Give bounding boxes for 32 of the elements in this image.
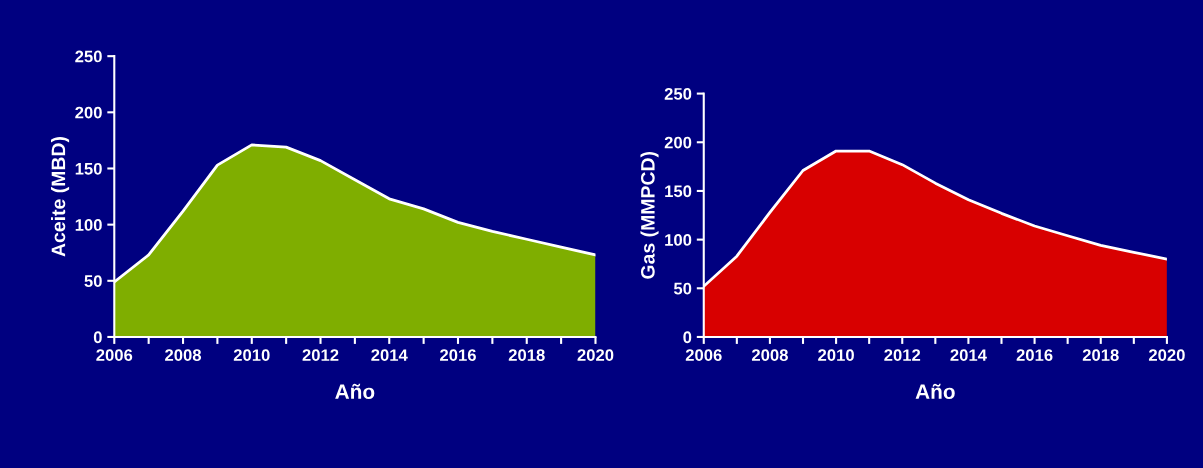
x-tick-label: 2012 (884, 349, 921, 362)
y-tick-label: 0 (93, 331, 102, 344)
y-tick-label: 200 (75, 106, 102, 119)
x-tick-label: 2014 (950, 349, 987, 362)
x-tick-label: 2008 (751, 349, 788, 362)
x-tick-label: 2006 (685, 349, 722, 362)
y-tick-label: 250 (664, 88, 692, 100)
x-tick-label: 2012 (302, 349, 339, 362)
x-tick-label: 2020 (1148, 349, 1185, 362)
y-tick-label: 50 (673, 282, 692, 295)
y-tick-label: 200 (664, 136, 692, 149)
y-axis-title: Gas (MMPCD) (640, 151, 659, 279)
y-tick-label: 100 (75, 219, 102, 231)
x-tick-label: 2016 (1016, 349, 1053, 362)
y-tick-label: 0 (683, 331, 692, 344)
x-axis-title: Año (915, 383, 955, 400)
y-tick-label: 50 (84, 275, 102, 287)
x-tick-label: 2020 (577, 349, 614, 362)
y-tick-label: 100 (665, 234, 692, 246)
x-tick-label: 2018 (1082, 349, 1119, 362)
x-tick-label: 2008 (165, 349, 202, 362)
x-tick-label: 2010 (818, 349, 854, 362)
x-axis-title: Año (335, 383, 375, 400)
y-tick-label: 250 (75, 50, 102, 63)
x-tick-label: 2016 (440, 349, 476, 362)
x-tick-label: 2014 (371, 349, 408, 362)
x-tick-label: 2018 (508, 349, 545, 362)
y-axis-title: Aceite (MBD) (50, 137, 70, 257)
y-tick-label: 150 (75, 162, 102, 175)
x-tick-label: 2006 (96, 349, 133, 362)
x-tick-label: 2010 (233, 349, 270, 362)
y-tick-label: 150 (665, 185, 692, 198)
